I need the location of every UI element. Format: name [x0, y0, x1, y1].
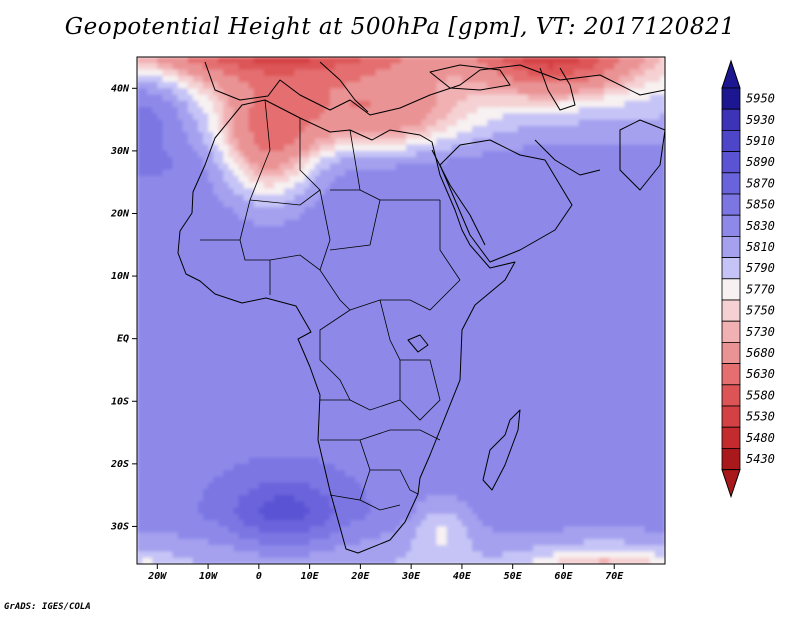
- colorbar-label: 5930: [746, 113, 775, 127]
- colorbar-label: 5530: [746, 410, 775, 424]
- colorbar-swatch: [721, 363, 741, 386]
- colorbar-label: 5750: [746, 304, 775, 318]
- lon-tick-label: 60E: [554, 571, 573, 582]
- colorbar-swatch: [721, 447, 741, 470]
- colorbar-swatch: [721, 405, 741, 428]
- plot-frame: [136, 56, 666, 565]
- colorbar-label: 5830: [746, 219, 775, 233]
- colorbar-swatch: [721, 384, 741, 407]
- lat-tick-label: 40N: [111, 83, 130, 94]
- lon-tick-label: 50E: [504, 571, 523, 582]
- coastline-italy: [319, 61, 369, 113]
- coastlines-borders: [177, 61, 666, 554]
- country-borders: [200, 99, 461, 511]
- colorbar-label: 5480: [746, 431, 775, 445]
- colorbar-swatch: [721, 87, 741, 110]
- colorbar-swatch: [721, 172, 741, 195]
- lat-tick-label: 20S: [110, 459, 129, 470]
- lat-tick-label: 20N: [110, 208, 130, 219]
- credit-text: GrADS: IGES/COLA: [4, 602, 91, 612]
- geopotential-field: [137, 57, 665, 564]
- colorbar-swatch: [721, 214, 741, 237]
- colorbar-swatch: [721, 320, 741, 343]
- colorbar-label: 5870: [746, 176, 775, 190]
- colorbar-swatch: [721, 426, 741, 449]
- lon-tick-label: 70E: [605, 571, 624, 582]
- colorbar-label: 5810: [746, 240, 775, 254]
- lake-victoria: [407, 334, 429, 353]
- colorbar-swatch: [721, 257, 741, 280]
- colorbar-swatch: [721, 278, 741, 301]
- colorbar-swatch: [721, 129, 741, 152]
- colorbar-label: 5680: [746, 346, 775, 360]
- colorbar-top-arrow: [721, 59, 741, 89]
- colorbar-swatch: [721, 108, 741, 131]
- lon-tick-label: 0: [256, 571, 262, 582]
- lat-tick-label: 30S: [110, 521, 129, 532]
- colorbar: 5950 5930 5910 5890 5870 5850 5830 5810 5790 5770…: [721, 59, 775, 499]
- colorbar-label: 5890: [746, 155, 775, 169]
- lon-tick-label: 10W: [199, 571, 218, 582]
- longitude-axis: 20W 10W 0 10E 20E 30E 40E 50E 60E 70E: [147, 564, 624, 582]
- coastline-black-sea: [429, 64, 511, 91]
- lat-tick-label: EQ: [117, 334, 129, 345]
- lat-tick-label: 10N: [111, 271, 130, 282]
- coastline-arabia: [439, 139, 573, 263]
- lon-tick-label: 10E: [301, 571, 320, 582]
- lon-tick-label: 20W: [147, 571, 167, 582]
- colorbar-label: 5730: [746, 325, 775, 339]
- colorbar-swatch: [721, 193, 741, 216]
- colorbar-label: 5630: [746, 367, 775, 381]
- map-title: Geopotential Height at 500hPa [gpm], VT:…: [64, 14, 736, 40]
- lon-tick-label: 40E: [453, 571, 472, 582]
- colorbar-swatch: [721, 235, 741, 258]
- latitude-axis: 40N 30N 20N 10N EQ 10S 20S 30S: [110, 83, 137, 532]
- colorbar-swatch: [721, 341, 741, 364]
- colorbar-label: 5950: [746, 92, 775, 106]
- colorbar-swatch: [721, 299, 741, 322]
- colorbar-label: 5910: [746, 134, 775, 148]
- coastline-persian-gulf: [534, 139, 601, 176]
- colorbar-bottom-arrow: [721, 469, 741, 499]
- border-lines: [200, 99, 461, 511]
- coastline-red-sea: [431, 149, 486, 246]
- lon-tick-label: 30E: [401, 571, 421, 582]
- coastline-africa: [177, 99, 516, 554]
- colorbar-label: 5430: [746, 452, 775, 466]
- lon-tick-label: 20E: [350, 571, 370, 582]
- coastline-caspian: [539, 67, 576, 111]
- coastline-madagascar: [482, 409, 521, 491]
- colorbar-label: 5790: [746, 261, 775, 275]
- lat-tick-label: 10S: [111, 396, 129, 407]
- colorbar-swatch: [721, 151, 741, 174]
- colorbar-label: 5580: [746, 388, 775, 402]
- colorbar-label: 5850: [746, 198, 775, 212]
- colorbar-label: 5770: [746, 282, 775, 296]
- lat-tick-label: 30N: [110, 146, 130, 157]
